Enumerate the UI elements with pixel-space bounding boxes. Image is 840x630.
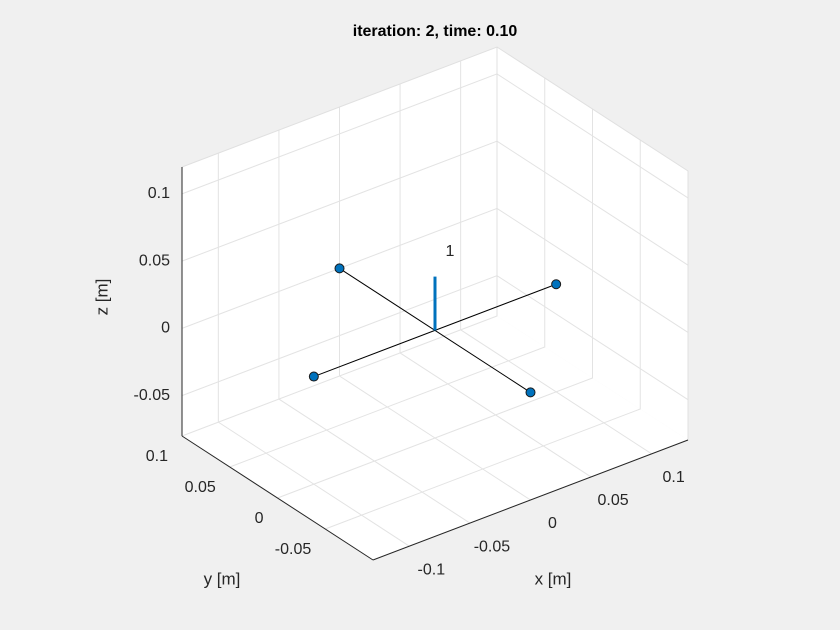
grid-line [229,78,546,468]
x-axis-line [372,439,689,561]
x-tick-label: -0.1 [418,561,446,578]
x-tick-label: 0.05 [598,492,629,509]
z-axis-label: z [m] [92,279,111,316]
chart-title: iteration: 2, time: 0.10 [353,23,518,40]
box-edge [181,46,689,440]
z-tick-label: -0.05 [134,387,171,404]
z-tick-label: 0.1 [148,185,170,202]
grid-line [325,140,641,530]
y-tick-label: -0.05 [275,541,312,558]
grid-line [277,109,593,499]
rotor [334,263,345,274]
y-axis-label: y [m] [204,569,241,588]
rotor [308,371,319,382]
x-tick-label: 0.1 [663,469,685,486]
x-tick-label: -0.05 [474,538,511,555]
y-tick-label: 0.05 [185,479,216,496]
x-axis-label: x [m] [535,569,572,588]
z-tick-label: 0.05 [139,252,170,269]
z-tick-label: 0 [161,320,170,337]
thrust-label: 1 [446,243,455,260]
y-tick-label: 0 [255,510,264,527]
rotor [551,279,562,290]
y-tick-label: 0.1 [146,448,168,465]
y-axis-line [181,435,374,561]
x-tick-label: 0 [548,515,557,532]
rotor [525,387,536,398]
